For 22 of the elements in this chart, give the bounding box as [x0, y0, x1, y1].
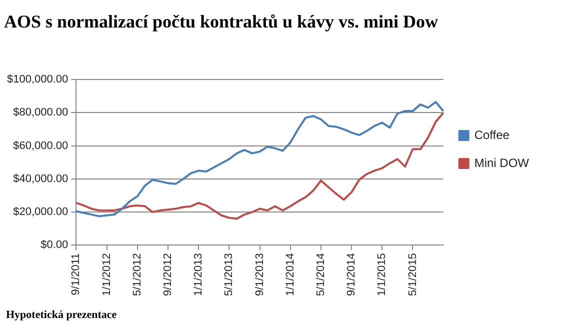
y-tick-label: $40,000.00	[13, 172, 68, 185]
chart-title: AOS s normalizací počtu kontraktů u kávy vs. mini Dow	[4, 11, 438, 32]
x-tick-label: 1/1/2015	[376, 253, 388, 296]
x-tick-label: 9/1/2011	[70, 253, 82, 296]
text: Hypotetická prezentace	[6, 309, 117, 321]
x-tick-label: 5/1/2014	[314, 253, 327, 296]
y-tick-label: $60,000.00	[13, 140, 68, 152]
x-tick-label: 9/1/2013	[254, 253, 266, 296]
x-tick-label: 5/1/2015	[406, 253, 419, 296]
legend-label: Coffee	[474, 128, 510, 142]
y-tick-label: $0.00	[40, 239, 68, 252]
y-tick-label: $80,000.00	[13, 106, 68, 119]
x-tick-label: 1/1/2014	[284, 253, 296, 296]
legend-label: Mini DOW	[474, 156, 530, 170]
x-tick-label: 1/1/2012	[100, 253, 113, 296]
x-tick-label: 5/1/2012	[131, 253, 144, 296]
x-tick-label: 5/1/2013	[223, 253, 236, 296]
x-tick-label: 1/1/2013	[192, 253, 205, 296]
y-tick-label: $20,000.00	[13, 206, 68, 218]
x-tick-label: 9/1/2012	[162, 253, 174, 296]
y-tick-label: $100,000.00	[7, 74, 68, 86]
x-tick-label: 9/1/2014	[346, 253, 358, 296]
